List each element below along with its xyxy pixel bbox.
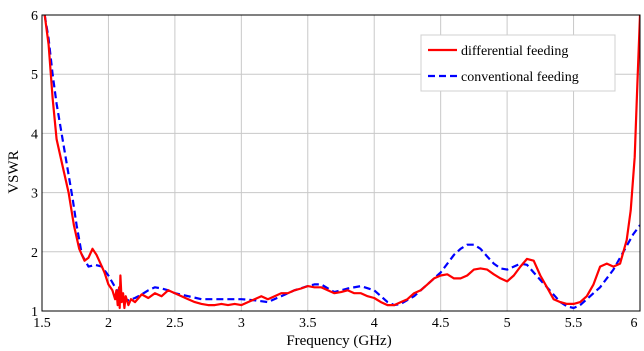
- x-axis-label: Frequency (GHz): [286, 333, 391, 349]
- plot-frame: [41, 14, 641, 312]
- y-tick-label: 4: [31, 127, 38, 142]
- y-tick-label: 5: [31, 68, 38, 83]
- x-tick-label: 1.5: [33, 316, 51, 331]
- x-tick-label: 3.5: [299, 316, 317, 331]
- y-tick-label: 1: [31, 305, 38, 320]
- x-tick-label: 2: [105, 316, 112, 331]
- x-tick-label: 5: [504, 316, 511, 331]
- x-tick-label: 3: [238, 316, 245, 331]
- y-tick-label: 6: [31, 9, 38, 24]
- x-tick-label: 4.5: [432, 316, 450, 331]
- plot-series: [43, 15, 640, 310]
- y-tick-label: 2: [31, 246, 38, 261]
- x-tick-label: 6: [631, 316, 638, 331]
- legend: differential feeding conventional feedin…: [420, 34, 616, 92]
- y-axis-ticks: 1 2 3 4 5 6: [31, 9, 38, 320]
- legend-label-conventional: conventional feeding: [461, 70, 579, 85]
- x-tick-label: 5.5: [565, 316, 583, 331]
- x-tick-label: 4: [371, 316, 378, 331]
- y-tick-label: 3: [31, 187, 38, 202]
- x-tick-label: 2.5: [166, 316, 184, 331]
- legend-label-differential: differential feeding: [461, 44, 568, 59]
- y-axis-label: VSWR: [6, 150, 22, 193]
- x-axis-ticks: 1.5 2 2.5 3 3.5 4 4.5 5 5.5 6: [33, 316, 637, 331]
- series-line-differential-feeding: [43, 15, 640, 310]
- legend-box: [420, 34, 616, 92]
